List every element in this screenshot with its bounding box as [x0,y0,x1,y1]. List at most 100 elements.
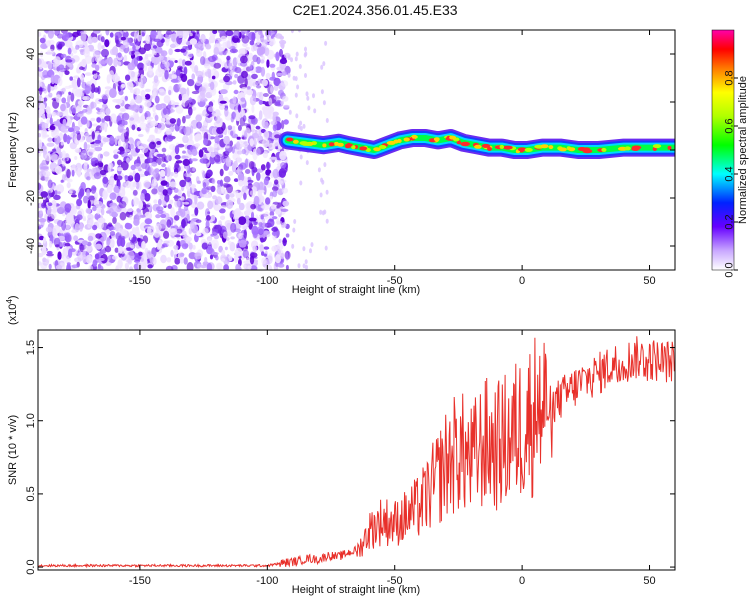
noise-speckle [239,162,247,170]
noise-speckle [118,90,124,96]
noise-speckle [282,200,290,207]
noise-speckle [177,83,181,89]
signal-hotspot [293,139,299,144]
noise-speckle [210,151,215,158]
noise-speckle [165,38,170,47]
noise-speckle [85,254,93,264]
noise-speckle [302,263,306,269]
noise-speckle [102,137,110,143]
noise-speckle [174,257,181,265]
noise-speckle [320,64,324,70]
noise-speckle [225,157,232,167]
noise-speckle [101,93,109,100]
noise-speckle [159,193,164,200]
noise-speckle [66,214,74,225]
noise-speckle [246,86,251,91]
noise-speckle [177,65,183,71]
noise-speckle [81,240,89,246]
noise-speckle [267,218,275,228]
noise-speckle [146,249,152,260]
noise-speckle [72,82,79,90]
spectrogram-plot [38,30,675,270]
noise-speckle [123,30,127,33]
noise-speckle [156,40,164,48]
noise-speckle [131,124,136,131]
noise-speckle [83,141,88,151]
noise-speckle [207,200,214,210]
noise-speckle [51,111,57,117]
noise-speckle [270,204,276,210]
noise-speckle [133,218,140,226]
noise-speckle [296,84,300,90]
noise-speckle [293,219,297,224]
noise-speckle [174,123,180,132]
noise-speckle [230,222,237,233]
noise-speckle [194,135,200,142]
noise-speckle [62,248,67,253]
noise-speckle [60,141,64,146]
x-tick-label: -50 [387,575,403,587]
noise-speckle [115,104,121,109]
noise-speckle [146,53,153,57]
signal-hotspot [359,146,368,151]
noise-speckle [235,218,240,225]
noise-speckle [39,201,43,210]
noise-speckle [115,265,119,270]
noise-speckle [98,257,105,262]
noise-speckle [115,98,123,104]
noise-speckle [168,89,172,96]
noise-speckle [88,148,96,153]
noise-speckle [280,208,289,212]
noise-speckle [211,178,216,184]
noise-speckle [107,255,111,260]
noise-speckle [236,141,241,149]
noise-speckle [132,44,136,51]
noise-speckle [46,250,53,255]
noise-speckle [232,96,237,104]
noise-speckle [221,249,226,256]
noise-speckle [108,177,115,185]
noise-speckle [219,179,223,187]
noise-speckle [84,132,90,139]
noise-speckle [91,56,95,63]
noise-speckle [91,186,97,191]
snr-axes: -150 -100 -50 0 50 0.0 0.5 1.0 1.5 [25,330,675,587]
noise-speckle [257,182,266,191]
noise-speckle [191,158,198,162]
noise-speckle [38,218,47,223]
noise-speckle [165,30,173,35]
noise-speckle [141,32,145,37]
noise-speckle [227,125,233,131]
noise-speckle [169,227,178,236]
noise-speckle [38,224,44,228]
noise-speckle [116,195,122,203]
noise-speckle [270,85,274,94]
noise-speckle [169,118,176,124]
noise-speckle [70,52,74,57]
noise-speckle [196,30,200,35]
noise-speckle [276,72,284,77]
noise-speckle [298,30,301,33]
noise-speckle [272,168,279,179]
noise-speckle [206,215,211,221]
signal-hotspot [524,147,533,152]
noise-speckle [130,164,136,171]
noise-speckle [109,231,116,236]
noise-speckle [93,30,101,34]
noise-speckle [319,209,323,215]
noise-speckle [232,111,236,119]
noise-speckle [38,153,42,157]
noise-speckle [241,109,246,117]
noise-speckle [251,73,258,80]
noise-speckle [213,47,220,56]
noise-speckle [86,176,91,181]
noise-speckle [238,202,245,211]
noise-speckle [110,113,117,123]
noise-speckle [114,247,119,253]
noise-speckle [271,227,279,232]
noise-speckle [271,216,278,220]
noise-speckle [151,161,158,167]
noise-speckle [202,227,209,235]
noise-speckle [120,246,126,255]
x-tick-label: -100 [256,275,278,287]
